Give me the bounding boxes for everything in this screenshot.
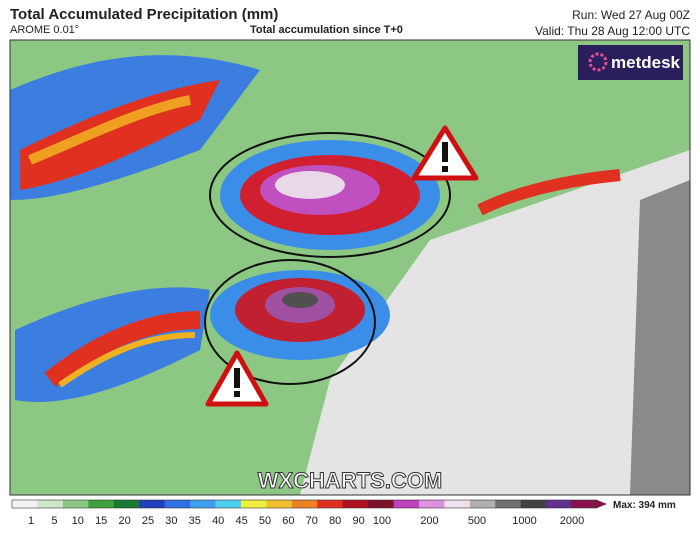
colorbar-cell xyxy=(88,500,115,508)
colorbar-cell xyxy=(469,500,496,508)
colorbar-label: 25 xyxy=(142,515,154,527)
colorbar-label: 1000 xyxy=(512,515,536,527)
colorbar-cell xyxy=(37,500,64,508)
colorbar-label: 70 xyxy=(306,515,318,527)
colorbar-label: 40 xyxy=(212,515,224,527)
subtitle: Total accumulation since T+0 xyxy=(250,24,403,36)
colorbar-label: 45 xyxy=(235,515,247,527)
colorbar-cell xyxy=(418,500,445,508)
colorbar-cell xyxy=(113,500,140,508)
colorbar-cell xyxy=(520,500,547,508)
colorbar-label: 80 xyxy=(329,515,341,527)
colorbar-label: 5 xyxy=(51,515,57,527)
colorbar-frame xyxy=(11,499,598,509)
colorbar-cell xyxy=(444,500,471,508)
colorbar-label: 2000 xyxy=(560,515,584,527)
valid: Valid: Thu 28 Aug 12:00 UTC xyxy=(535,24,690,38)
colorbar-label: 200 xyxy=(420,515,438,527)
colorbar-cell xyxy=(317,500,344,508)
colorbar-cell xyxy=(368,500,395,508)
colorbar-cell xyxy=(240,500,267,508)
colorbar-label: 50 xyxy=(259,515,271,527)
watermark: WXCHARTS.COM xyxy=(258,468,443,493)
colorbar-cell xyxy=(215,500,242,508)
colorbar-cell xyxy=(62,500,89,508)
colorbar-max: Max: 394 mm xyxy=(613,500,676,511)
title: Total Accumulated Precipitation (mm) xyxy=(10,6,279,23)
colorbar-cell xyxy=(393,500,420,508)
colorbar-cell xyxy=(495,500,522,508)
model: AROME 0.01° xyxy=(10,24,80,36)
colorbar-cell xyxy=(546,500,573,508)
colorbar-cell xyxy=(12,500,38,508)
colorbar: 1 5 10 15 20 25 30 35 40 45 50 60 70 80 90 100 200 500 100… xyxy=(11,499,607,527)
colorbar-cell xyxy=(266,500,293,508)
logo: metdesk xyxy=(611,53,681,72)
colorbar-label: 20 xyxy=(118,515,130,527)
colorbar-label: 10 xyxy=(72,515,84,527)
colorbar-cell xyxy=(139,500,166,508)
colorbar-label: 90 xyxy=(352,515,364,527)
colorbar-label: 60 xyxy=(282,515,294,527)
colorbar-cell xyxy=(342,500,369,508)
run: Run: Wed 27 Aug 00Z xyxy=(572,8,690,22)
colorbar-cell xyxy=(190,500,216,508)
colorbar-cell xyxy=(571,500,598,508)
colorbar-label: 35 xyxy=(189,515,201,527)
colorbar-arrow xyxy=(597,500,607,508)
colorbar-label: 500 xyxy=(468,515,486,527)
colorbar-cell xyxy=(291,500,318,508)
colorbar-cell xyxy=(164,500,191,508)
warning-icon xyxy=(205,350,269,407)
colorbar-label: 1 xyxy=(28,515,34,527)
colorbar-label: 15 xyxy=(95,515,107,527)
colorbar-label: 100 xyxy=(373,515,391,527)
logo-box xyxy=(578,45,683,80)
colorbar-label: 30 xyxy=(165,515,177,527)
warning-icon xyxy=(411,125,479,181)
